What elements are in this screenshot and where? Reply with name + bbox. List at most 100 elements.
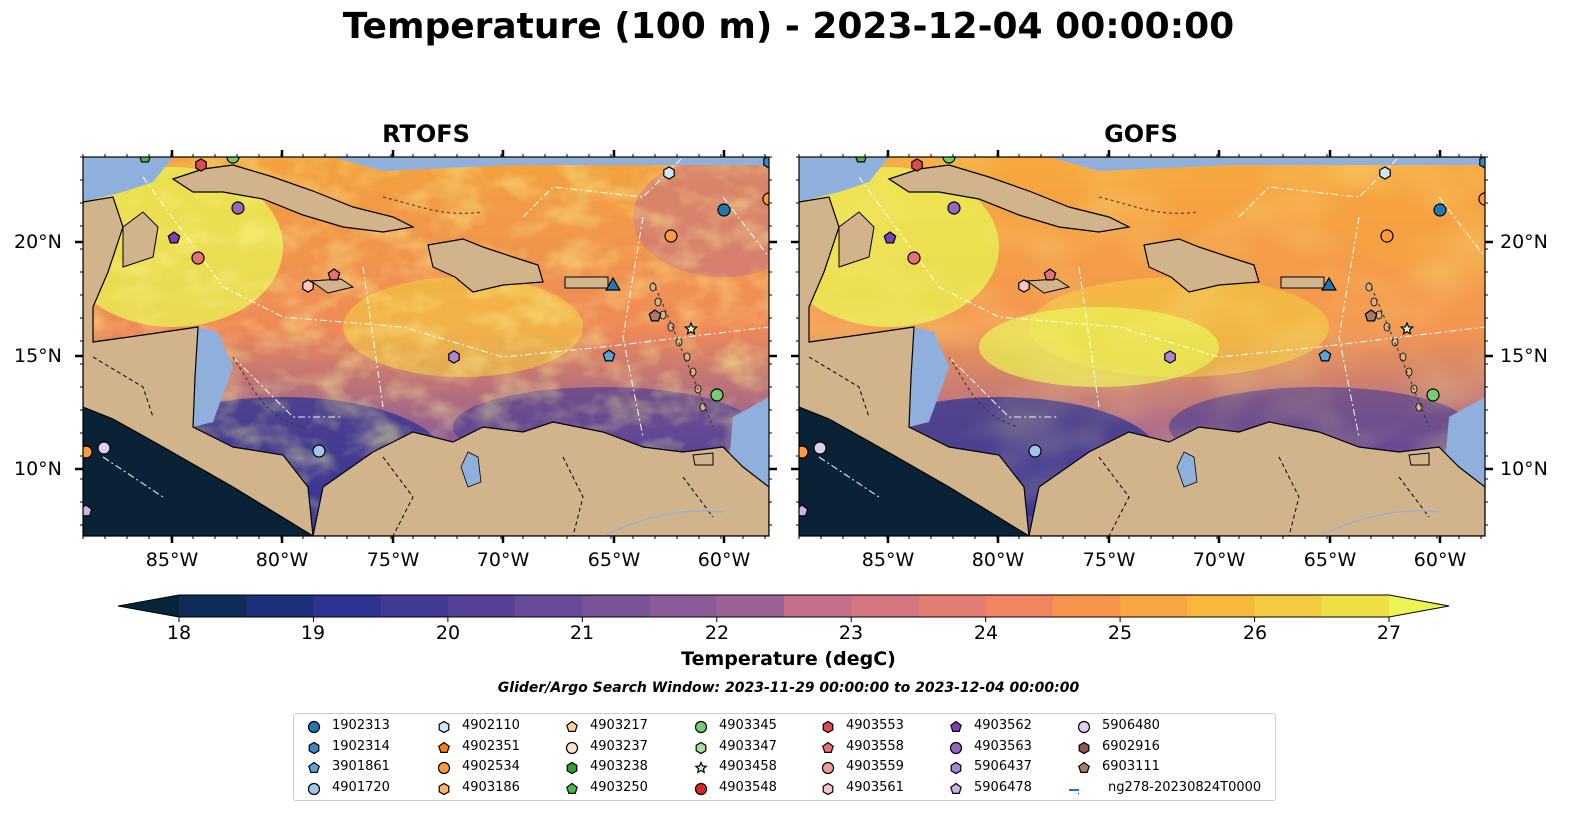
pentagon-marker-icon [566, 720, 578, 732]
legend-label: 1902313 [332, 718, 390, 733]
hexagon-marker-icon [822, 782, 834, 795]
yucatan-land [122, 211, 159, 268]
colorbar-tick: 19 [300, 622, 326, 644]
colorbar-segment [313, 595, 382, 617]
shelf-water [1049, 157, 1485, 171]
argo-float-marker [855, 157, 867, 163]
colorbar [117, 594, 1450, 622]
legend-label: 4902534 [462, 759, 520, 774]
hexagon-marker-icon [566, 761, 578, 775]
legend-label: 4902351 [462, 738, 520, 754]
colorbar-segment [447, 595, 516, 617]
pentagon-marker-icon [822, 741, 834, 753]
country-borders [808, 356, 1430, 536]
lon-label-75w: 75°W [366, 549, 420, 571]
colorbar-tick: 18 [166, 622, 192, 644]
island [1415, 402, 1423, 412]
pentagon-marker-icon [950, 782, 962, 794]
lon-label-65w: 65°W [1303, 549, 1357, 571]
argo-float-marker [1043, 268, 1057, 281]
colorbar-tick: 23 [838, 622, 864, 644]
circle-marker-icon [437, 761, 451, 775]
circle-marker-icon [821, 761, 835, 775]
colorbar-segment [1120, 595, 1188, 617]
legend: 1902313 1902314 3901861 4901720 4902110 49023… [293, 713, 1276, 801]
colorbar-segment [918, 595, 987, 617]
lon-label-70w: 70°W [1192, 549, 1246, 571]
colorbar-segment [515, 595, 583, 617]
lat-label-10n-left: 10°N [14, 458, 62, 480]
island [654, 297, 662, 307]
argo-float-marker [83, 445, 93, 459]
south-america-land [1028, 421, 1485, 536]
colorbar-segment [1187, 595, 1256, 617]
hispaniola-land [427, 238, 544, 293]
colorbar-segment [716, 595, 785, 617]
hexagon-marker-icon [950, 761, 962, 775]
legend-label: 4903558 [846, 738, 904, 754]
island [683, 352, 691, 362]
cuba-land [887, 164, 1131, 233]
argo-float-marker [911, 158, 923, 172]
hexagon-marker-icon [1078, 741, 1090, 754]
cuba-land [171, 164, 415, 233]
argo-float-marker [167, 231, 181, 244]
argo-float-marker [664, 229, 678, 243]
argo-float-marker [226, 157, 240, 164]
lon-label-75w: 75°W [1082, 549, 1136, 571]
argo-float-marker [663, 166, 675, 180]
argo-float-marker [710, 388, 724, 402]
legend-label: 4901720 [332, 779, 390, 795]
legend-label: 4903217 [590, 718, 648, 733]
argo-float-marker [763, 157, 769, 169]
circle-marker-icon [694, 720, 708, 734]
eez-boundaries [102, 157, 769, 498]
shelf-water [333, 157, 769, 171]
legend-label: 4903237 [590, 738, 648, 754]
figure-title: Temperature (100 m) - 2023-12-04 00:00:0… [342, 6, 1235, 47]
lon-label-65w: 65°W [587, 549, 641, 571]
argo-float-marker [1426, 388, 1440, 402]
colorbar-tick: 22 [704, 622, 730, 644]
island [1399, 352, 1407, 362]
colorbar-segment [1321, 595, 1390, 617]
country-borders [92, 356, 714, 536]
legend-label: 4903562 [974, 718, 1032, 733]
argo-float-marker [717, 203, 731, 217]
lon-label-85w: 85°W [145, 549, 199, 571]
hispaniola-land [1143, 238, 1260, 293]
lake-maracaibo [1176, 451, 1198, 488]
argo-float-marker [1318, 349, 1332, 362]
argo-float-marker [1364, 309, 1378, 322]
argo-float-marker [648, 309, 662, 322]
pentagon-marker-icon [566, 782, 578, 794]
argo-float-marker [1399, 321, 1415, 336]
lat-label-15n-right: 15°N [1500, 345, 1548, 367]
pacific-ocean [83, 407, 313, 536]
argo-float-marker [683, 321, 699, 336]
map-frame [82, 156, 770, 537]
legend-label: 4903345 [719, 718, 777, 733]
argo-float-marker [1380, 229, 1394, 243]
pentagon-marker-icon [438, 741, 450, 753]
lon-label-85w: 85°W [861, 549, 915, 571]
island [1365, 282, 1373, 292]
argo-float-marker [907, 251, 921, 265]
colorbar-segment [784, 595, 852, 617]
bathymetry-contours [948, 196, 1430, 428]
argo-float-marker [813, 441, 827, 455]
map-panel-gofs [791, 150, 1493, 543]
colorbar-tick: 24 [973, 622, 999, 644]
argo-float-marker [1379, 166, 1391, 180]
legend-label: 3901861 [332, 759, 390, 774]
glider-ng278-marker [605, 276, 621, 291]
south-america-land [312, 421, 769, 536]
shelf-water [83, 157, 173, 202]
pacific-ocean [799, 407, 1029, 536]
legend-label: 4903559 [846, 759, 904, 774]
island [667, 322, 675, 332]
legend-label: 5906437 [974, 759, 1032, 774]
eez-boundaries [818, 157, 1485, 498]
argo-float-marker [799, 445, 809, 459]
argo-float-marker [139, 157, 151, 163]
